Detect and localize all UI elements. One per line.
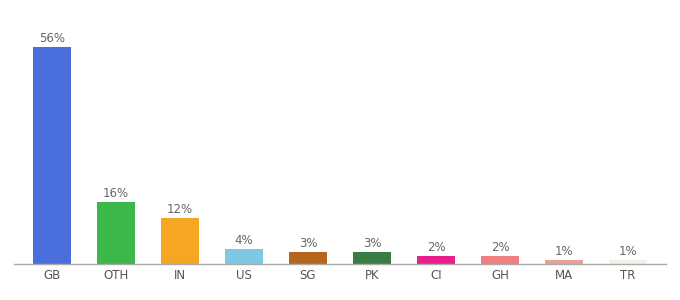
Bar — [225, 248, 263, 264]
Bar — [545, 260, 583, 264]
Text: 3%: 3% — [362, 238, 381, 250]
Bar — [481, 256, 520, 264]
Text: 1%: 1% — [555, 245, 573, 258]
Text: 16%: 16% — [103, 187, 129, 200]
Text: 2%: 2% — [491, 241, 509, 254]
Bar — [160, 218, 199, 264]
Text: 4%: 4% — [235, 234, 254, 247]
Text: 2%: 2% — [426, 241, 445, 254]
Bar — [417, 256, 455, 264]
Bar — [97, 202, 135, 264]
Bar — [289, 252, 327, 264]
Text: 56%: 56% — [39, 32, 65, 45]
Text: 1%: 1% — [619, 245, 637, 258]
Text: 3%: 3% — [299, 238, 318, 250]
Bar — [609, 260, 647, 264]
Bar — [353, 252, 391, 264]
Bar — [33, 47, 71, 264]
Text: 12%: 12% — [167, 202, 193, 216]
